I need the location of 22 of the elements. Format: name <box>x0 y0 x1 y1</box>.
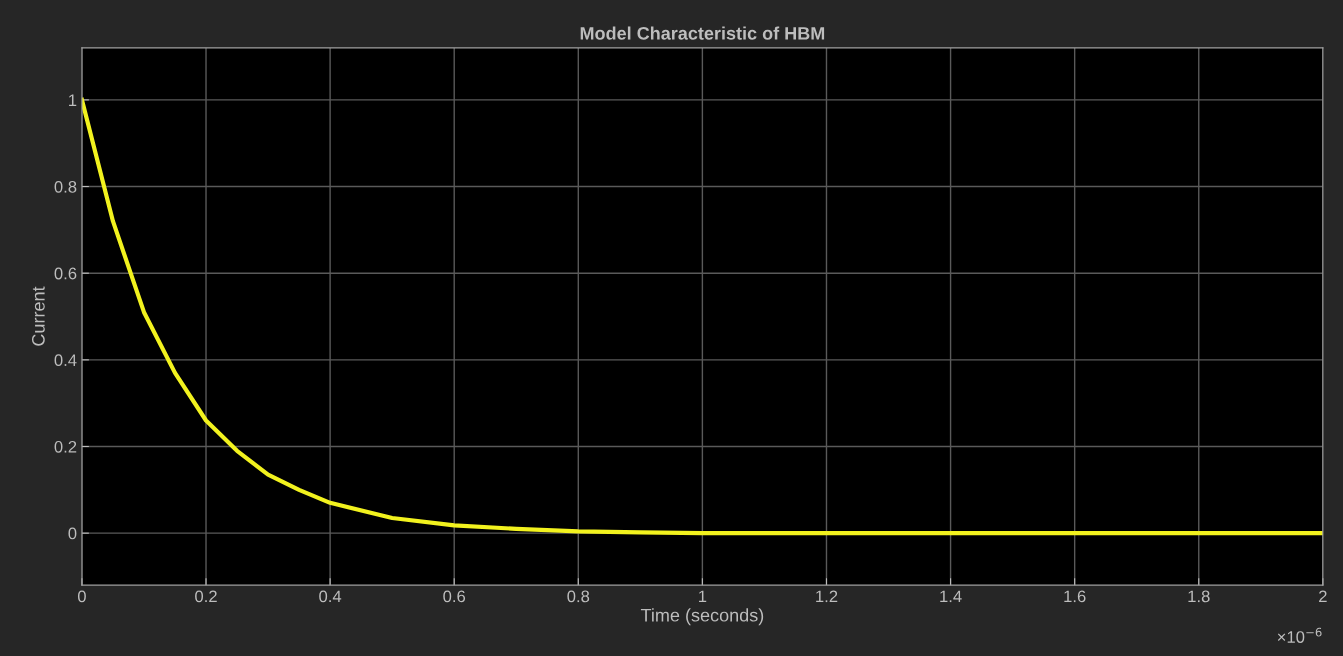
x-tick-label: 1.6 <box>1064 590 1086 603</box>
line-series <box>81 97 1323 536</box>
y-tick-label: 0.2 <box>54 440 77 453</box>
x-tick-label: 2 <box>1319 590 1327 603</box>
y-tick-label: 0.4 <box>54 354 77 367</box>
x-axis-title: Time (seconds) <box>640 608 764 626</box>
y-axis-title: Current <box>31 286 45 346</box>
x-tick-label: 0.6 <box>443 590 466 603</box>
y-tick-label: 0.6 <box>54 267 77 280</box>
x-tick-label: 0.8 <box>567 590 590 603</box>
y-tick-label: 1 <box>69 94 77 106</box>
y-tick-label: 0 <box>68 527 77 540</box>
text: ×10$^{−6}$ <box>1277 627 1322 643</box>
x-tick-label: 1.8 <box>1188 590 1210 603</box>
x-tick-label: 0 <box>77 590 86 603</box>
x-tick-label: 1.4 <box>940 590 962 603</box>
chart-title: Model Characteristic of HBM <box>580 26 825 40</box>
x-tick-label: 0.2 <box>195 590 217 603</box>
x-tick-label: 1.2 <box>816 590 838 603</box>
x-tick-label: 0.4 <box>319 590 342 603</box>
x-tick-label: 1 <box>699 590 707 603</box>
y-tick-label: 0.8 <box>54 180 77 193</box>
